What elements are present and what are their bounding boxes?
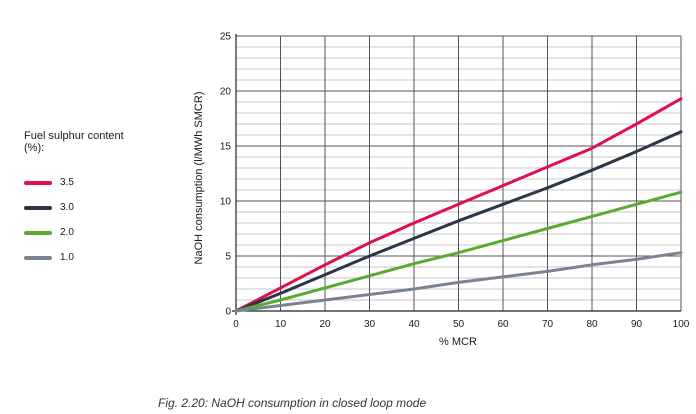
x-tick-label: 30 bbox=[364, 319, 376, 330]
y-axis-label: NaOH consumption (l/MWh SMCR) bbox=[193, 91, 205, 265]
x-tick-label: 10 bbox=[275, 319, 287, 330]
series-line-3-0 bbox=[234, 130, 683, 313]
x-tick-label: 0 bbox=[233, 319, 239, 330]
y-tick-label: 0 bbox=[225, 307, 231, 318]
legend-item-1-0: 1.0 bbox=[24, 245, 144, 270]
legend-swatch-3-5 bbox=[24, 180, 52, 185]
y-tick-label: 10 bbox=[220, 197, 232, 208]
legend-label-2-0: 2.0 bbox=[60, 227, 74, 238]
figure-caption: Fig. 2.20: NaOH consumption in closed lo… bbox=[158, 396, 427, 410]
y-tick-label: 15 bbox=[220, 142, 232, 153]
x-tick-label: 80 bbox=[586, 319, 598, 330]
legend: Fuel sulphur content (%): 3.5 3.0 2.0 1.… bbox=[24, 130, 144, 270]
legend-swatch-3-0 bbox=[24, 205, 52, 210]
y-tick-label: 20 bbox=[220, 87, 232, 98]
x-tick-label: 20 bbox=[319, 319, 331, 330]
x-tick-label: 100 bbox=[673, 319, 690, 330]
legend-label-3-5: 3.5 bbox=[60, 177, 74, 188]
legend-item-2-0: 2.0 bbox=[24, 220, 144, 245]
x-tick-label: 50 bbox=[453, 319, 465, 330]
legend-item-3-0: 3.0 bbox=[24, 195, 144, 220]
legend-label-3-0: 3.0 bbox=[60, 202, 74, 213]
x-axis-label: % MCR bbox=[439, 336, 477, 348]
legend-title: Fuel sulphur content (%): bbox=[24, 130, 124, 154]
x-tick-label: 70 bbox=[542, 319, 554, 330]
x-tick-label: 40 bbox=[408, 319, 420, 330]
x-tick-label: 60 bbox=[497, 319, 509, 330]
y-tick-label: 25 bbox=[220, 32, 232, 43]
y-tick-label: 5 bbox=[225, 252, 231, 263]
legend-swatch-1-0 bbox=[24, 255, 52, 260]
x-tick-label: 90 bbox=[631, 319, 643, 330]
series-line-3-5 bbox=[234, 97, 683, 313]
legend-item-3-5: 3.5 bbox=[24, 170, 144, 195]
series-line-2-0 bbox=[234, 190, 683, 313]
series-line-1-0 bbox=[234, 251, 683, 313]
legend-swatch-2-0 bbox=[24, 230, 52, 235]
legend-label-1-0: 1.0 bbox=[60, 252, 74, 263]
